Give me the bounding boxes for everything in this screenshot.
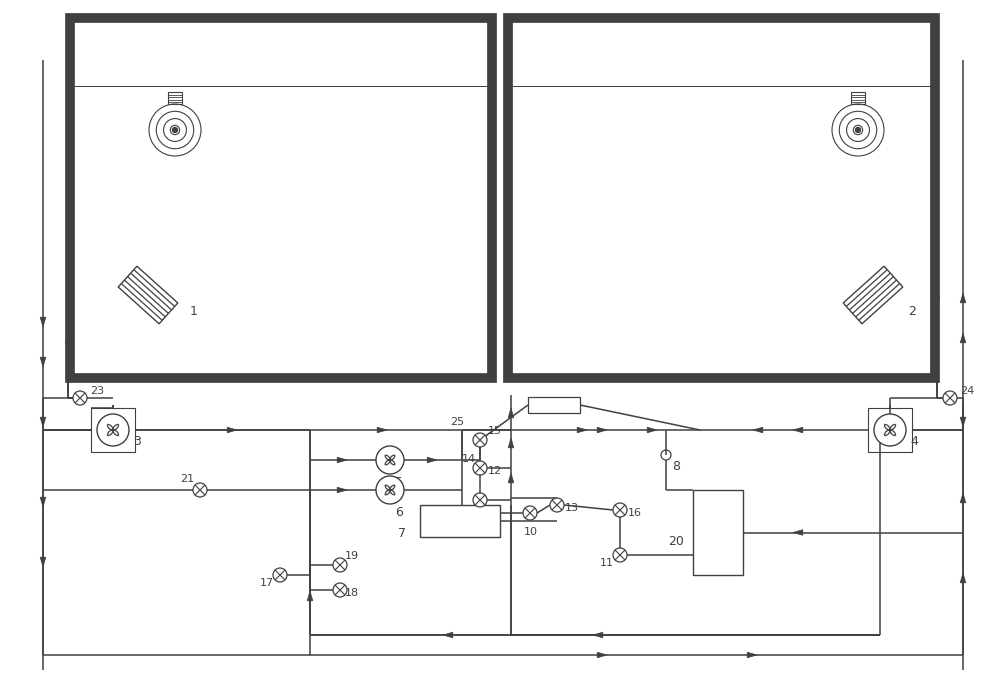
Text: 5: 5 xyxy=(395,476,403,489)
Text: 12: 12 xyxy=(488,466,502,476)
Polygon shape xyxy=(40,317,46,327)
Text: 20: 20 xyxy=(668,535,684,548)
Text: 19: 19 xyxy=(345,551,359,561)
Polygon shape xyxy=(647,427,657,433)
Polygon shape xyxy=(793,530,803,535)
Circle shape xyxy=(273,568,287,582)
Circle shape xyxy=(473,493,487,507)
Text: 16: 16 xyxy=(628,508,642,518)
Circle shape xyxy=(173,127,178,133)
Polygon shape xyxy=(960,493,966,503)
Text: 21: 21 xyxy=(180,474,194,484)
Polygon shape xyxy=(65,333,71,343)
Text: 23: 23 xyxy=(90,386,104,396)
Circle shape xyxy=(193,483,207,497)
Polygon shape xyxy=(593,632,603,638)
Bar xyxy=(868,408,912,452)
Polygon shape xyxy=(508,473,514,483)
Polygon shape xyxy=(597,652,607,658)
Text: 6: 6 xyxy=(395,506,403,519)
Text: 10: 10 xyxy=(524,527,538,537)
Circle shape xyxy=(376,476,404,504)
Text: PID: PID xyxy=(546,400,562,410)
Circle shape xyxy=(376,446,404,474)
Polygon shape xyxy=(40,497,46,507)
Polygon shape xyxy=(227,427,237,433)
Polygon shape xyxy=(753,427,763,433)
Circle shape xyxy=(523,506,537,520)
Polygon shape xyxy=(508,438,514,448)
Circle shape xyxy=(473,433,487,447)
Circle shape xyxy=(613,503,627,517)
Circle shape xyxy=(613,548,627,562)
Text: 18: 18 xyxy=(345,588,359,598)
Text: 3: 3 xyxy=(133,435,141,448)
Circle shape xyxy=(97,414,129,446)
Bar xyxy=(420,505,500,537)
Text: 9: 9 xyxy=(462,505,469,515)
Text: 15: 15 xyxy=(488,426,502,436)
Bar xyxy=(70,18,492,378)
Bar xyxy=(528,397,580,413)
Text: 14: 14 xyxy=(462,454,476,464)
Polygon shape xyxy=(960,333,966,343)
Text: 24: 24 xyxy=(960,386,974,396)
Polygon shape xyxy=(40,557,46,567)
Text: 8: 8 xyxy=(672,460,680,473)
Polygon shape xyxy=(960,417,966,427)
Polygon shape xyxy=(508,408,514,418)
Circle shape xyxy=(874,414,906,446)
Polygon shape xyxy=(960,293,966,303)
Text: 17: 17 xyxy=(260,578,274,588)
Bar xyxy=(91,408,135,452)
Circle shape xyxy=(473,461,487,475)
Polygon shape xyxy=(337,458,347,463)
Polygon shape xyxy=(934,297,940,307)
Bar xyxy=(851,92,865,104)
Circle shape xyxy=(856,127,860,133)
Polygon shape xyxy=(427,458,437,463)
Circle shape xyxy=(333,583,347,597)
Polygon shape xyxy=(337,487,347,493)
Circle shape xyxy=(73,391,87,405)
Text: 2: 2 xyxy=(908,305,916,318)
Bar xyxy=(693,490,743,575)
Bar xyxy=(508,18,935,378)
Polygon shape xyxy=(40,417,46,427)
Polygon shape xyxy=(960,573,966,583)
Polygon shape xyxy=(307,591,313,601)
Polygon shape xyxy=(40,357,46,367)
Circle shape xyxy=(550,498,564,512)
Polygon shape xyxy=(747,652,757,658)
Text: 13: 13 xyxy=(565,503,579,513)
Text: 7: 7 xyxy=(398,527,406,540)
Bar xyxy=(168,92,182,104)
Text: 11: 11 xyxy=(600,558,614,568)
Text: 4: 4 xyxy=(910,435,918,448)
Polygon shape xyxy=(597,427,607,433)
Polygon shape xyxy=(793,427,803,433)
Text: 25: 25 xyxy=(450,417,464,427)
Circle shape xyxy=(333,558,347,572)
Polygon shape xyxy=(443,632,453,638)
Circle shape xyxy=(943,391,957,405)
Text: 1: 1 xyxy=(190,305,198,318)
Polygon shape xyxy=(577,427,587,433)
Polygon shape xyxy=(377,427,387,433)
